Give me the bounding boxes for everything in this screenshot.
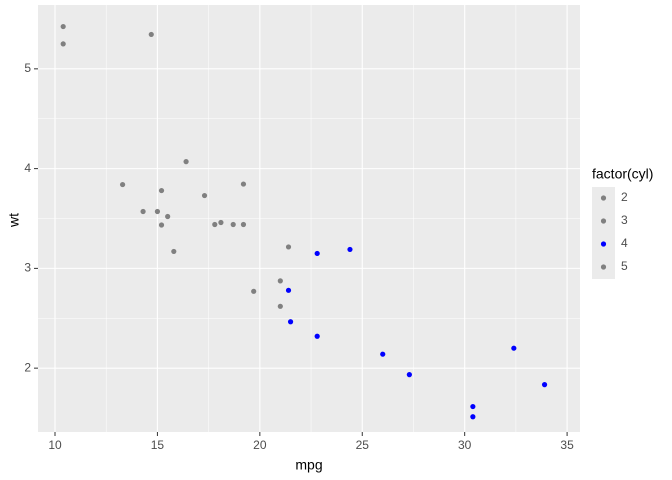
point bbox=[148, 31, 154, 38]
point bbox=[230, 221, 236, 228]
x-tick-label: 20 bbox=[253, 438, 267, 452]
point bbox=[171, 248, 177, 255]
y-tick-label: 4 bbox=[24, 161, 31, 175]
legend-label: 4 bbox=[621, 236, 628, 250]
x-axis-title: mpg bbox=[295, 457, 322, 473]
x-tick-label: 35 bbox=[560, 438, 574, 452]
point bbox=[314, 333, 320, 339]
legend-swatch bbox=[600, 241, 607, 247]
legend: 2 3 4 5 bbox=[592, 187, 628, 279]
point bbox=[201, 192, 208, 199]
point bbox=[183, 159, 189, 165]
point bbox=[470, 403, 476, 410]
point bbox=[154, 208, 161, 215]
point bbox=[212, 221, 218, 228]
point bbox=[60, 23, 66, 30]
point bbox=[277, 303, 283, 309]
legend-label: 5 bbox=[621, 259, 628, 273]
y-tick-label: 5 bbox=[24, 61, 31, 75]
point bbox=[165, 213, 171, 220]
point bbox=[240, 181, 247, 187]
point bbox=[347, 246, 353, 253]
point bbox=[240, 221, 247, 228]
point bbox=[314, 250, 320, 257]
point bbox=[511, 345, 517, 351]
point bbox=[470, 414, 476, 420]
x-tick-label: 15 bbox=[151, 438, 165, 452]
y-axis-title: wt bbox=[6, 213, 22, 228]
point bbox=[285, 287, 292, 293]
legend-label: 2 bbox=[621, 190, 628, 204]
point bbox=[251, 288, 257, 294]
point bbox=[285, 244, 292, 250]
y-tick-label: 3 bbox=[24, 261, 31, 275]
point bbox=[541, 382, 548, 388]
point bbox=[218, 219, 224, 226]
legend-title: factor(cyl) bbox=[592, 166, 653, 182]
point bbox=[158, 187, 165, 194]
legend-swatch bbox=[600, 264, 607, 270]
point bbox=[119, 181, 126, 188]
point bbox=[380, 351, 386, 357]
y-tick-label: 2 bbox=[24, 360, 31, 374]
grid bbox=[38, 5, 580, 432]
point bbox=[277, 278, 283, 284]
legend-swatch bbox=[600, 218, 607, 224]
x-tick-label: 30 bbox=[458, 438, 472, 452]
x-tick-label: 25 bbox=[356, 438, 370, 452]
points bbox=[60, 23, 548, 420]
point bbox=[287, 319, 294, 325]
legend-swatch bbox=[600, 195, 607, 201]
legend-label: 3 bbox=[621, 213, 628, 227]
point bbox=[140, 208, 146, 215]
point bbox=[406, 372, 412, 378]
point bbox=[60, 41, 66, 47]
point bbox=[158, 222, 165, 228]
x-tick-label: 10 bbox=[48, 438, 62, 452]
